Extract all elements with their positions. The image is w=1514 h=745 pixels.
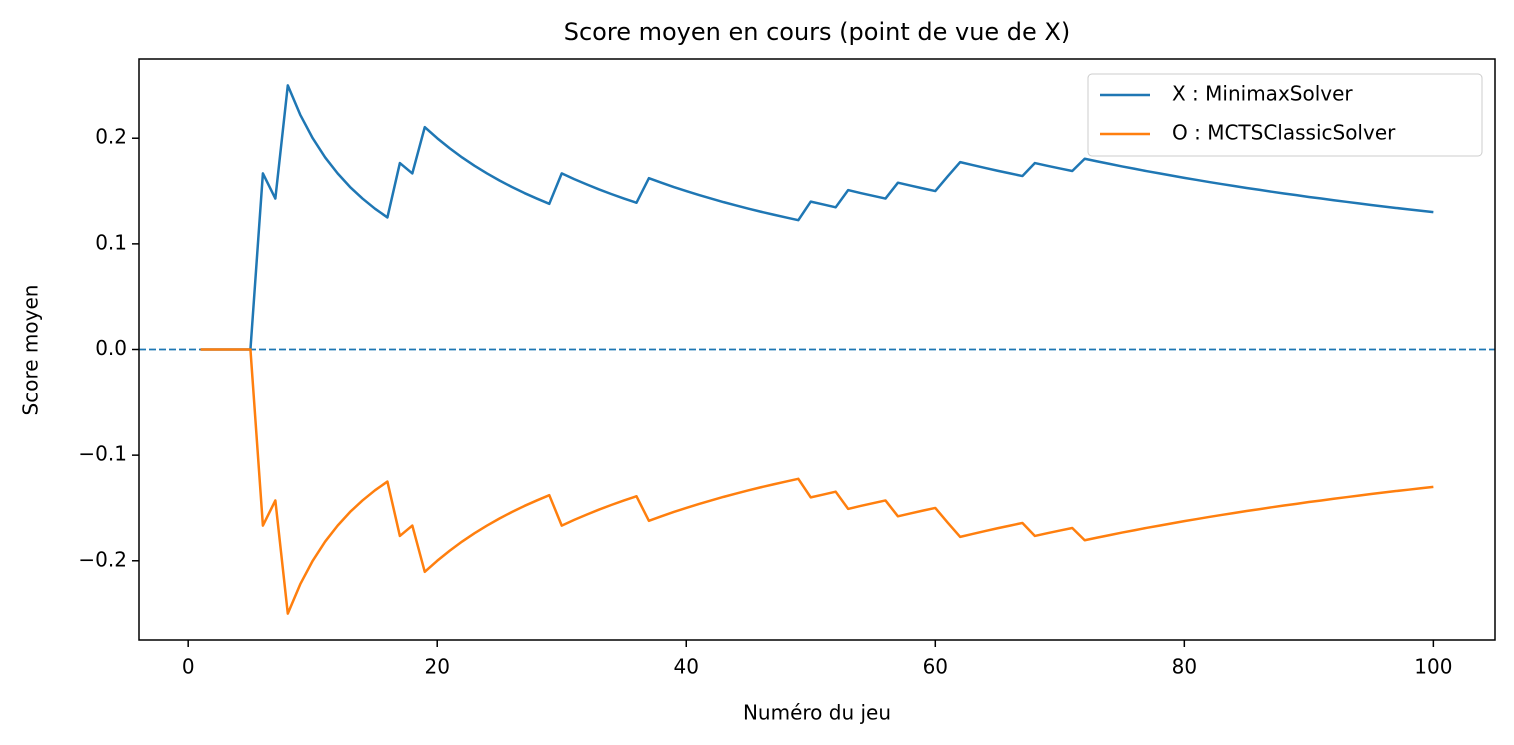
x-tick-label: 40 <box>674 655 699 679</box>
x-tick-label: 0 <box>182 655 195 679</box>
plot-frame <box>138 58 1496 641</box>
series-line <box>200 348 1434 615</box>
chart-title: Score moyen en cours (point de vue de X) <box>564 18 1070 46</box>
x-tick-label: 60 <box>923 655 948 679</box>
y-tick-label: 0.1 <box>95 230 127 254</box>
series-line <box>200 84 1434 351</box>
y-tick-label: −0.1 <box>78 442 127 466</box>
x-tick-label: 20 <box>424 655 449 679</box>
legend-label: O : MCTSClassicSolver <box>1172 121 1396 145</box>
x-tick-label: 100 <box>1414 655 1452 679</box>
x-axis-label: Numéro du jeu <box>743 701 891 725</box>
y-tick-label: 0.2 <box>95 125 127 149</box>
legend-box <box>1087 73 1483 157</box>
y-tick-label: −0.2 <box>78 547 127 571</box>
legend-label: X : MinimaxSolver <box>1172 82 1353 106</box>
y-axis-label: Score moyen <box>19 285 43 416</box>
y-tick-label: 0.0 <box>95 336 127 360</box>
x-tick-label: 80 <box>1172 655 1197 679</box>
